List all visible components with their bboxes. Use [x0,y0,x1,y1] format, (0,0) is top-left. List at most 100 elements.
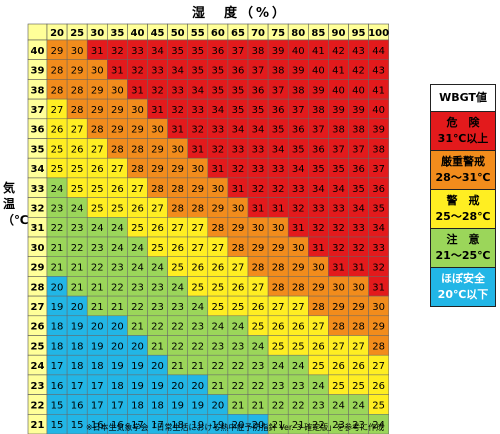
cell-value-label: 22 [111,282,124,293]
cell-value-label: 23 [211,341,224,352]
cell-value-label: 34 [151,46,164,57]
cell-value-label: 32 [232,164,245,175]
cell-value-label: 27 [352,341,365,352]
cell-value-label: 28 [292,282,305,293]
cell-value-label: 23 [232,341,245,352]
cell-value-label: 40 [332,85,345,96]
cell-value-label: 25 [312,361,325,372]
cell-value-label: 22 [232,381,245,392]
cell-value-label: 20 [131,341,144,352]
footnote: ※日本生気象学会「日常生活における熱中症予防指針 Ver. 3 確定版」を参考に… [85,423,385,432]
legend-item-range: 25～28℃ [435,210,491,223]
cell-value-label: 34 [372,223,385,234]
cell-value-label: 25 [51,164,64,175]
cell-value-label: 20 [71,302,84,313]
cell-value-label: 29 [211,203,224,214]
x-axis-title: 湿 度（%） [191,6,289,21]
cell-value-label: 42 [352,66,365,77]
cell-value-label: 25 [332,381,345,392]
cell-value-label: 23 [252,361,265,372]
cell-value-label: 21 [71,263,84,274]
cell-value-label: 22 [131,302,144,313]
cell-value-label: 31 [131,85,144,96]
cell-value-label: 28 [272,263,285,274]
cell-value-label: 35 [191,46,204,57]
cell-value-label: 27 [272,302,285,313]
cell-value-label: 36 [312,144,325,155]
cell-value-label: 22 [171,341,184,352]
cell-value-label: 22 [191,341,204,352]
cell-value-label: 41 [332,66,345,77]
cell-value-label: 34 [292,164,305,175]
cell-value-label: 44 [372,46,385,57]
y-tick-label: 35 [31,144,45,155]
cell-value-label: 40 [292,46,305,57]
cell-value-label: 34 [252,125,265,136]
cell-value-label: 18 [71,341,84,352]
cell-value-label: 32 [131,66,144,77]
cell-value-label: 34 [191,85,204,96]
cell-value-label: 20 [111,322,124,333]
cell-value-label: 27 [151,203,164,214]
cell-value-label: 30 [211,184,224,195]
cell-value-label: 24 [191,302,204,313]
cell-value-label: 29 [171,164,184,175]
cell-value-label: 28 [131,164,144,175]
cell-value-label: 23 [91,243,104,254]
cell-value-label: 19 [71,322,84,333]
cell-value-label: 38 [292,85,305,96]
cell-value-label: 28 [171,184,184,195]
cell-value-label: 37 [312,125,325,136]
cell-value-label: 21 [91,282,104,293]
cell-value-label: 35 [252,105,265,116]
cell-value-label: 24 [232,322,245,333]
cell-value-label: 31 [232,184,245,195]
cell-value-label: 23 [352,420,365,431]
x-tick-label: 80 [291,28,305,39]
legend-item-range: 31℃以上 [437,132,489,145]
x-tick-label: 85 [311,28,325,39]
cell-value-label: 41 [312,46,325,57]
cell-value-label: 24 [151,263,164,274]
y-tick-label: 40 [31,46,45,57]
cell-value-label: 33 [232,144,245,155]
cell-value-label: 23 [312,400,325,411]
cell-value-label: 29 [332,302,345,313]
cell-value-label: 21 [252,400,265,411]
cell-value-label: 36 [352,164,365,175]
cell-value-label: 33 [171,85,184,96]
cell-value-label: 32 [332,243,345,254]
cell-value-label: 35 [232,105,245,116]
cell-value-label: 39 [372,125,385,136]
cell-value-label: 23 [71,223,84,234]
cell-value-label: 29 [91,105,104,116]
cell-value-label: 31 [352,263,365,274]
cell-value-label: 42 [332,46,345,57]
cell-value-label: 15 [51,420,64,431]
cell-value-label: 33 [252,144,265,155]
cell-value-label: 24 [171,282,184,293]
cell-value-label: 28 [91,125,104,136]
cell-value-label: 31 [272,203,285,214]
cell-value-label: 22 [51,223,64,234]
cell-value-label: 30 [272,223,285,234]
cell-value-label: 29 [151,164,164,175]
cell-value-label: 34 [272,144,285,155]
cell-value-label: 35 [352,184,365,195]
cell-value-label: 30 [252,223,265,234]
cell-value-label: 21 [51,263,64,274]
legend-item: 注 意 21～25℃ [431,229,495,268]
cell-value-label: 28 [372,341,385,352]
cell-value-label: 28 [171,203,184,214]
cell-value-label: 17 [71,381,84,392]
cell-value-label: 26 [151,223,164,234]
cell-value-label: 32 [211,144,224,155]
legend-item-range: 21～25℃ [435,249,491,262]
cell-value-label: 24 [292,361,305,372]
cell-value-label: 33 [332,203,345,214]
cell-value-label: 28 [312,302,325,313]
cell-value-label: 35 [211,66,224,77]
cell-value-label: 24 [131,263,144,274]
cell-value-label: 34 [211,105,224,116]
y-tick-label: 22 [31,400,45,411]
